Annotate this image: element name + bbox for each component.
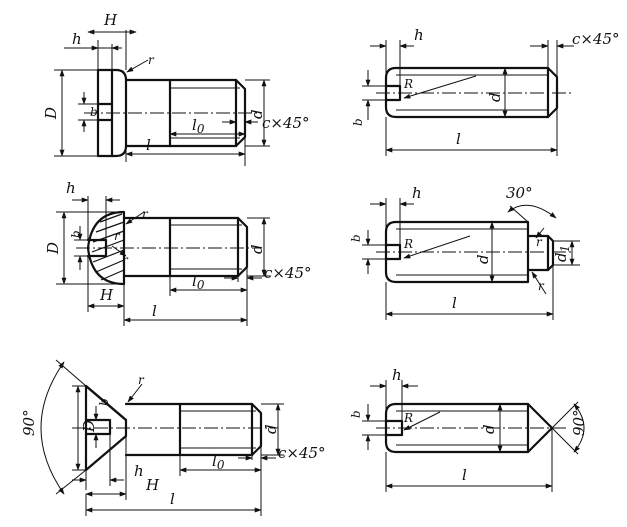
label-h-2: h bbox=[414, 26, 424, 44]
label-D: D bbox=[42, 107, 60, 120]
label-l-3: l bbox=[152, 302, 157, 320]
label-d-6: d bbox=[480, 424, 498, 434]
label-b: b bbox=[90, 105, 98, 119]
label-angle-90: 90° bbox=[20, 409, 38, 436]
label-d1: d1 bbox=[552, 245, 572, 262]
label-l0-2: l0 bbox=[192, 272, 205, 292]
label-c45: c×45° bbox=[262, 114, 310, 132]
label-H: H bbox=[103, 11, 118, 29]
label-b-4: b bbox=[349, 234, 363, 242]
label-b-2: b bbox=[351, 118, 365, 126]
label-d-3: d bbox=[248, 244, 266, 254]
label-D-2: D bbox=[44, 242, 62, 255]
label-d-5: d bbox=[262, 424, 280, 434]
label-r-3: r bbox=[114, 229, 121, 243]
label-r: r bbox=[148, 53, 155, 67]
shank-outline bbox=[122, 216, 249, 278]
label-H-3: H bbox=[145, 476, 160, 494]
label-R-3: R bbox=[403, 411, 413, 425]
cone-point-outline bbox=[384, 402, 554, 454]
label-r-2: r bbox=[142, 207, 149, 221]
flat-point-set-screw: R h b d c×45° l bbox=[351, 26, 620, 156]
label-c45-4: c×45° bbox=[278, 444, 326, 462]
label-l-6: l bbox=[462, 466, 467, 484]
label-R-2: R bbox=[403, 237, 413, 251]
label-r-5: r bbox=[536, 235, 543, 249]
label-h-3: h bbox=[66, 179, 76, 197]
label-H-2: H bbox=[99, 286, 114, 304]
label-c45-3: c×45° bbox=[264, 264, 312, 282]
label-d: d bbox=[248, 109, 266, 119]
countersunk-head-screw: 90° D b r h H d l0 c×45 bbox=[20, 359, 326, 516]
label-b-5: b bbox=[97, 398, 111, 406]
label-h-6: h bbox=[392, 366, 402, 384]
slot bbox=[96, 102, 114, 122]
label-c45-2: c×45° bbox=[572, 30, 620, 48]
label-l-4: l bbox=[452, 294, 457, 312]
label-d-4: d bbox=[474, 254, 492, 264]
label-d-2: d bbox=[486, 92, 504, 102]
label-D-3: D bbox=[80, 420, 98, 433]
label-l-2: l bbox=[456, 130, 461, 148]
dog-point-set-screw: R h b d d1 r r 30° l bbox=[349, 184, 580, 320]
label-r-4: r bbox=[122, 253, 129, 267]
label-b-3: b bbox=[69, 230, 83, 238]
label-b-6: b bbox=[349, 410, 363, 418]
label-angle-90-2: 90° bbox=[570, 409, 588, 436]
shank-outline bbox=[124, 402, 263, 457]
label-r-6: r bbox=[538, 279, 545, 293]
cheese-head-screw: H h r D b d l0 c×45° bbox=[42, 11, 310, 166]
label-angle-30: 30° bbox=[506, 184, 533, 202]
head-hatching bbox=[91, 213, 125, 281]
label-r-7: r bbox=[138, 373, 145, 387]
label-l0: l0 bbox=[192, 116, 205, 136]
cone-point-set-screw: R h b d 90° l bbox=[349, 366, 588, 492]
label-l: l bbox=[146, 136, 151, 154]
label-l0-3: l0 bbox=[212, 452, 225, 472]
set-screw-outline bbox=[384, 66, 559, 119]
label-R: R bbox=[403, 77, 413, 91]
label-h-5: h bbox=[134, 462, 144, 480]
round-head-screw: r r r h D b H d l0 bbox=[44, 179, 312, 326]
label-h: h bbox=[72, 30, 82, 48]
label-h-4: h bbox=[412, 184, 422, 202]
label-l-5: l bbox=[170, 490, 175, 508]
